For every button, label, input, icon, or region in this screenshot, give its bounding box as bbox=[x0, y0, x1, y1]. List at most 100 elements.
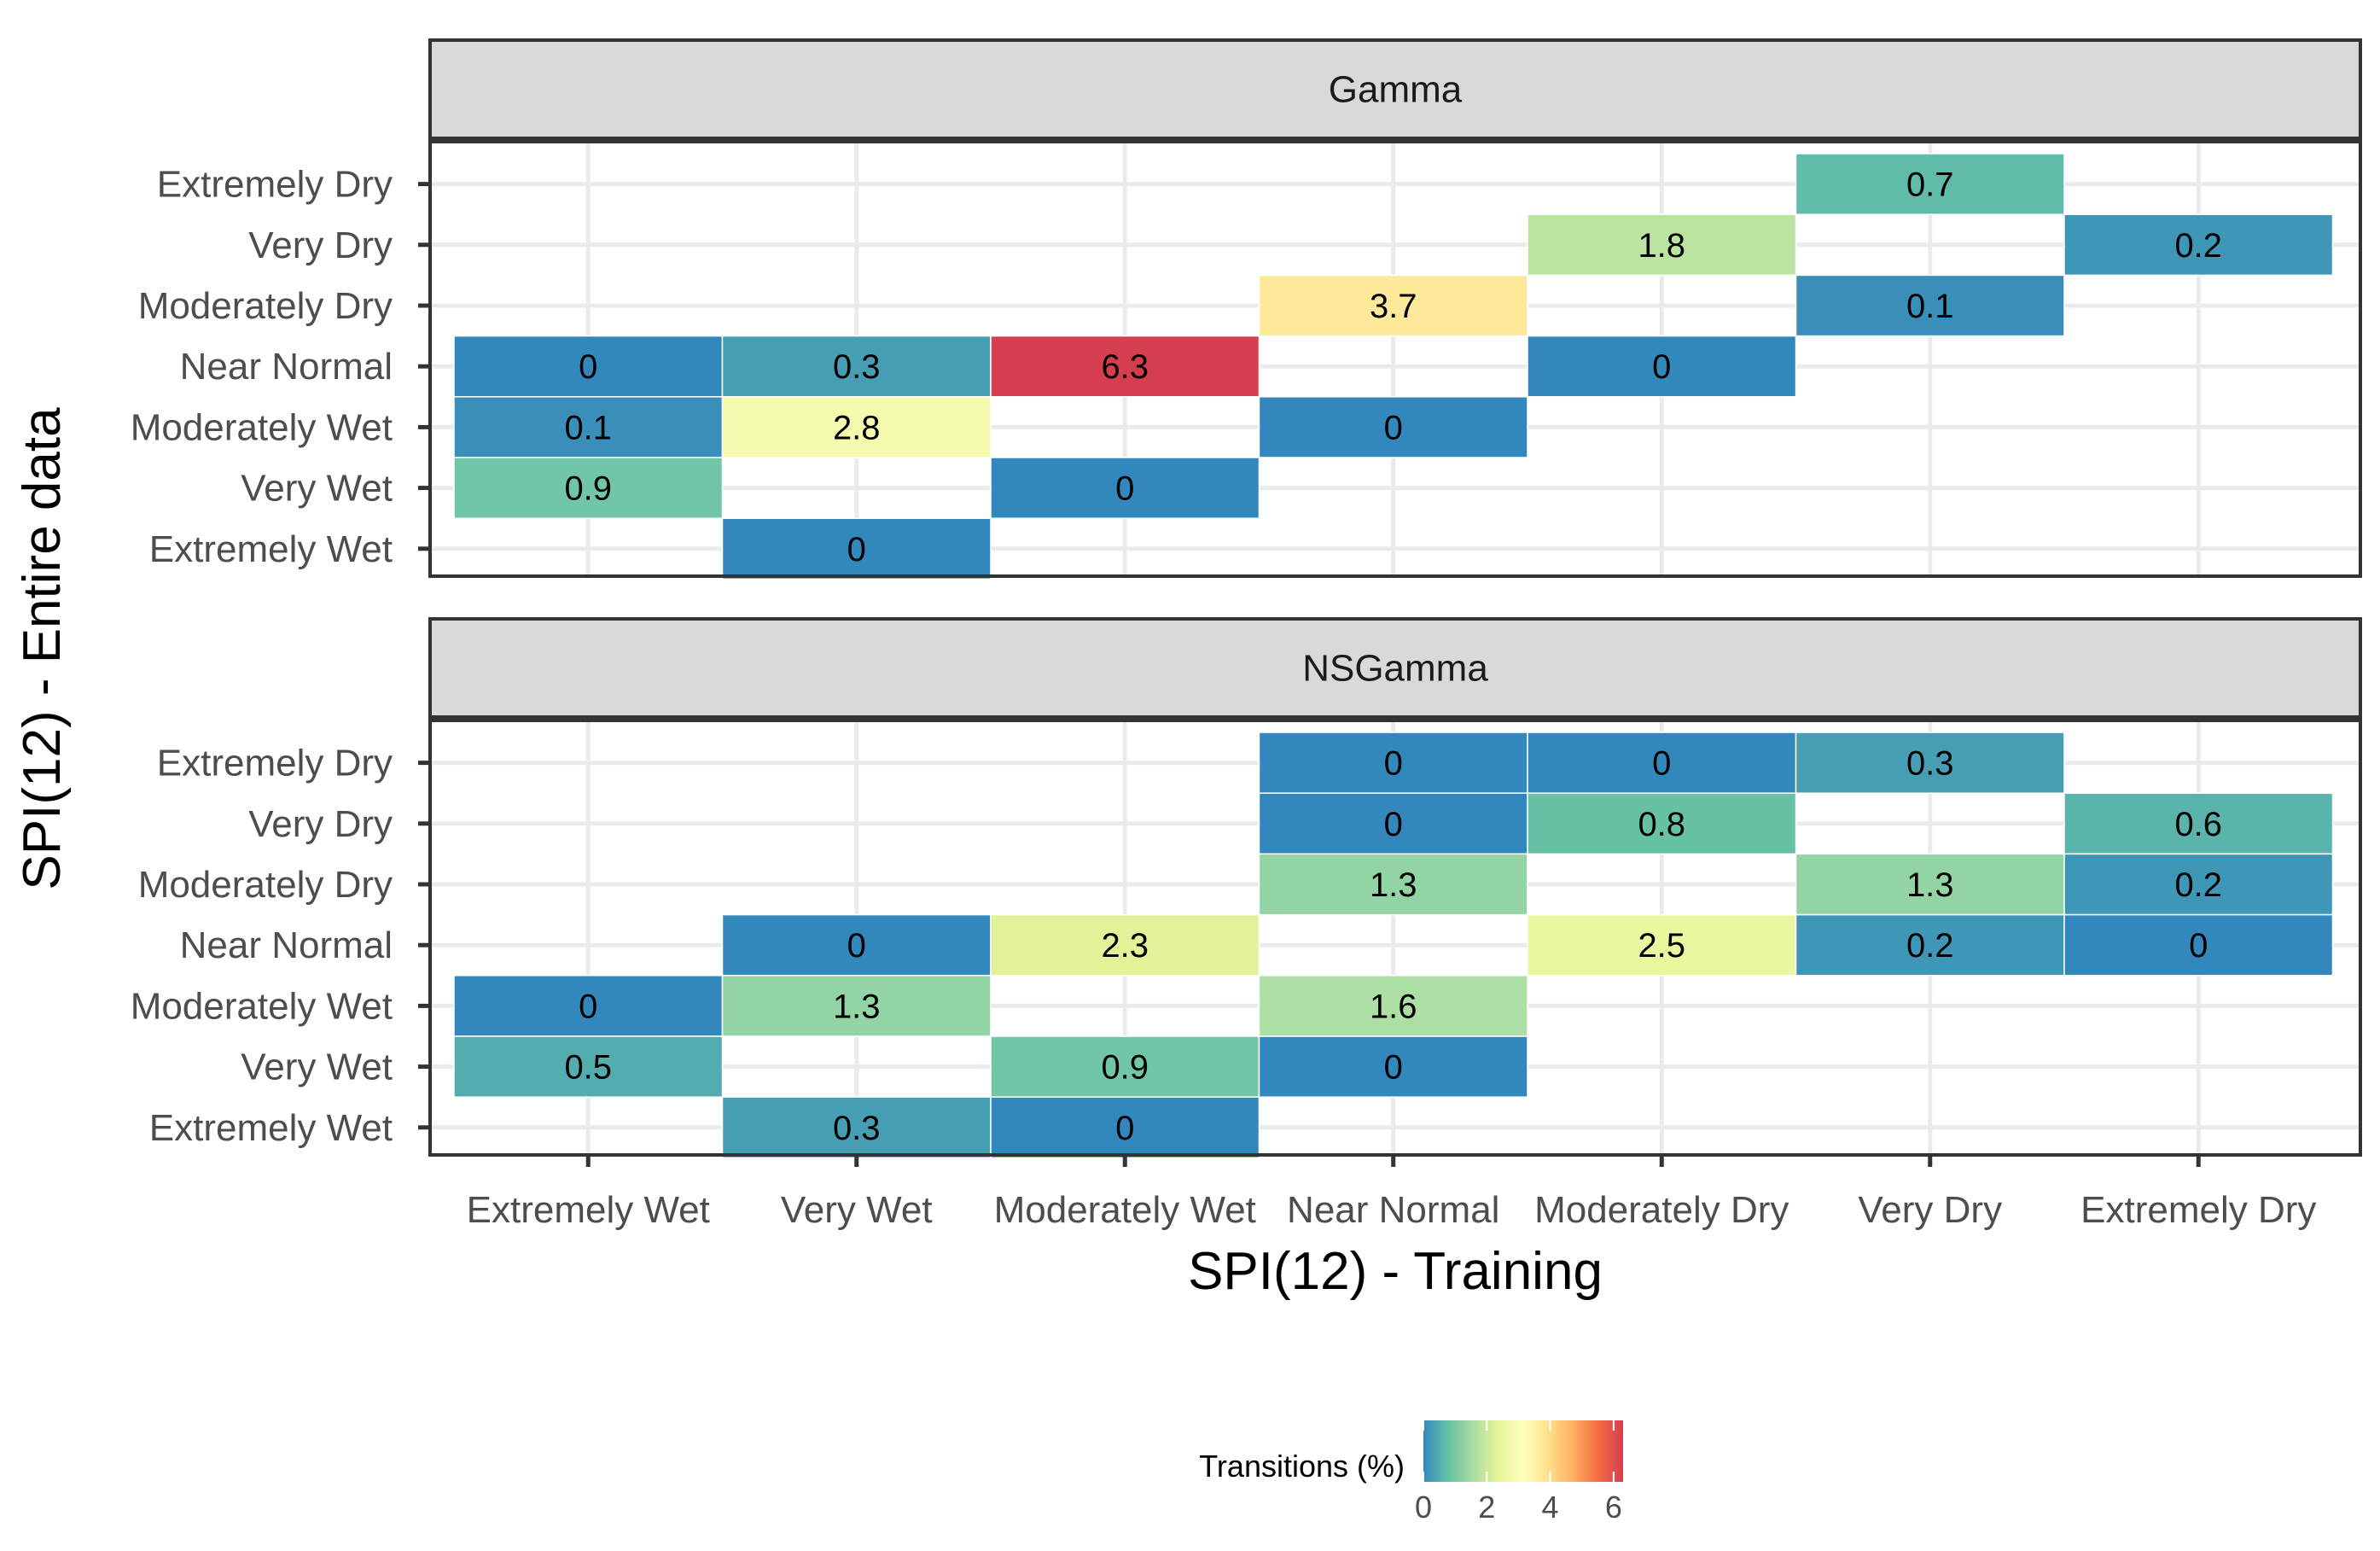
cell-value-label: 1.6 bbox=[1370, 988, 1417, 1025]
x-tick-label: Extremely Dry bbox=[2080, 1189, 2316, 1231]
heatmap-cell bbox=[453, 457, 724, 519]
y-tick-label: Extremely Wet bbox=[149, 528, 393, 570]
cell-value-label: 0.6 bbox=[2174, 806, 2222, 843]
cell-value-label: 0 bbox=[2189, 927, 2208, 965]
heatmap-cell bbox=[453, 1035, 724, 1098]
cell-value-label: 0 bbox=[1652, 348, 1671, 386]
y-tick-label: Moderately Dry bbox=[138, 864, 393, 906]
y-tick-label: Extremely Dry bbox=[157, 164, 393, 206]
legend-tick-label: 0 bbox=[1415, 1490, 1432, 1525]
x-axis-title: SPI(12) - Training bbox=[1188, 1242, 1603, 1301]
cell-value-label: 0.2 bbox=[2174, 227, 2222, 265]
y-tick-label: Very Dry bbox=[248, 803, 393, 845]
facet-strip bbox=[428, 617, 2362, 719]
cell-value-label: 0 bbox=[1652, 745, 1671, 783]
panel-gamma: Gamma 0.7 1.8 0.2 3.7 0.1 0 0.3 6.3 0 0.1 2.8 0 0.9 0 0… bbox=[131, 38, 2362, 580]
heatmap-cell bbox=[990, 913, 1260, 977]
cell-value-label: 0 bbox=[1384, 409, 1403, 446]
y-tick-label: Near Normal bbox=[180, 346, 393, 388]
x-tick-label: Extremely Wet bbox=[467, 1189, 710, 1231]
cell-value-label: 1.3 bbox=[1906, 866, 1954, 904]
legend-tick-label: 4 bbox=[1542, 1490, 1559, 1525]
heatmap-cell bbox=[1258, 274, 1528, 337]
cell-value-label: 0 bbox=[1384, 1049, 1403, 1087]
heatmap-cell bbox=[1527, 732, 1797, 794]
cell-value-label: 0.2 bbox=[2174, 866, 2222, 904]
heatmap-cell bbox=[990, 1096, 1260, 1159]
y-tick-label: Moderately Dry bbox=[138, 285, 393, 327]
heatmap-cell bbox=[990, 457, 1260, 519]
x-tick-label: Moderately Dry bbox=[1534, 1189, 1789, 1231]
y-tick-label: Moderately Wet bbox=[131, 985, 393, 1027]
y-tick-label: Near Normal bbox=[180, 924, 393, 966]
x-tick-label: Very Wet bbox=[781, 1189, 933, 1231]
cell-value-label: 0.3 bbox=[1906, 745, 1954, 783]
cell-value-label: 0 bbox=[847, 531, 866, 569]
legend-title: Transitions (%) bbox=[1199, 1449, 1405, 1484]
legend-tick-label: 2 bbox=[1478, 1490, 1495, 1525]
heatmap-cell bbox=[721, 975, 992, 1037]
x-tick-label: Moderately Wet bbox=[994, 1189, 1256, 1231]
facet-title: NSGamma bbox=[1302, 648, 1488, 690]
y-tick-label: Very Wet bbox=[241, 468, 393, 510]
cell-value-label: 2.5 bbox=[1638, 927, 1685, 965]
y-tick-label: Moderately Wet bbox=[131, 406, 393, 448]
panel-nsgamma: NSGamma 0 0 0.3 0 0.8 0.6 1.3 1.3 0.2 0 2.3 2.5 0.2 0 0… bbox=[131, 617, 2362, 1231]
cell-value-label: 0.1 bbox=[1906, 288, 1954, 325]
heatmap-cell bbox=[1258, 975, 1528, 1037]
cell-value-label: 6.3 bbox=[1101, 348, 1149, 386]
cell-value-label: 0.1 bbox=[564, 409, 612, 446]
cell-value-label: 0 bbox=[847, 927, 866, 965]
cell-value-label: 1.8 bbox=[1638, 227, 1685, 265]
cell-value-label: 0 bbox=[1115, 470, 1134, 508]
y-tick-label: Extremely Dry bbox=[157, 743, 393, 784]
cell-value-label: 0 bbox=[1384, 806, 1403, 843]
cell-value-label: 2.3 bbox=[1101, 927, 1149, 965]
heatmap-cell bbox=[1527, 213, 1797, 277]
heatmap-cell bbox=[1527, 913, 1797, 977]
heatmap-cell bbox=[990, 335, 1260, 398]
heatmap-cell bbox=[1795, 853, 2065, 916]
cell-value-label: 0.7 bbox=[1906, 166, 1954, 204]
y-tick-label: Very Dry bbox=[248, 224, 393, 266]
heatmap-cell bbox=[2063, 913, 2334, 977]
cell-value-label: 1.3 bbox=[833, 988, 881, 1025]
heatmap-cell bbox=[2063, 213, 2334, 277]
heatmap-cell bbox=[1527, 792, 1797, 855]
heatmap-cell bbox=[2063, 853, 2334, 916]
heatmap-cell bbox=[453, 335, 724, 398]
heatmap-cell bbox=[1795, 913, 2065, 977]
x-tick-label: Near Normal bbox=[1287, 1189, 1499, 1231]
heatmap-cell bbox=[721, 1096, 992, 1159]
legend-tick-label: 6 bbox=[1605, 1490, 1622, 1525]
cell-value-label: 0.9 bbox=[1101, 1049, 1149, 1087]
heatmap-cell bbox=[1258, 853, 1528, 916]
heatmap-cell bbox=[453, 396, 724, 458]
heatmap-cell bbox=[1527, 335, 1797, 398]
legend-colorbar bbox=[1423, 1420, 1623, 1482]
cell-value-label: 2.8 bbox=[833, 409, 881, 446]
cell-value-label: 0 bbox=[1384, 745, 1403, 783]
heatmap-cell bbox=[1795, 274, 2065, 337]
cell-value-label: 0 bbox=[1115, 1110, 1134, 1147]
cell-value-label: 3.7 bbox=[1370, 288, 1417, 325]
heatmap-cell bbox=[721, 517, 992, 580]
cell-value-label: 0.9 bbox=[564, 470, 612, 508]
cell-value-label: 0 bbox=[579, 348, 597, 386]
cell-value-label: 0 bbox=[579, 988, 597, 1025]
cell-value-label: 0.5 bbox=[564, 1049, 612, 1087]
x-tick-label: Very Dry bbox=[1858, 1189, 2002, 1231]
heatmap-cell bbox=[1795, 153, 2065, 215]
heatmap-cell bbox=[721, 396, 992, 458]
panel-border bbox=[428, 140, 2362, 578]
facet-strip bbox=[428, 38, 2362, 140]
heatmap-cell bbox=[721, 335, 992, 398]
cell-value-label: 0.2 bbox=[1906, 927, 1954, 965]
y-tick-label: Extremely Wet bbox=[149, 1107, 393, 1149]
heatmap-cell bbox=[1258, 1035, 1528, 1098]
heatmap-cell bbox=[1258, 396, 1528, 458]
cell-value-label: 1.3 bbox=[1370, 866, 1417, 904]
cell-value-label: 0.3 bbox=[833, 1110, 881, 1147]
